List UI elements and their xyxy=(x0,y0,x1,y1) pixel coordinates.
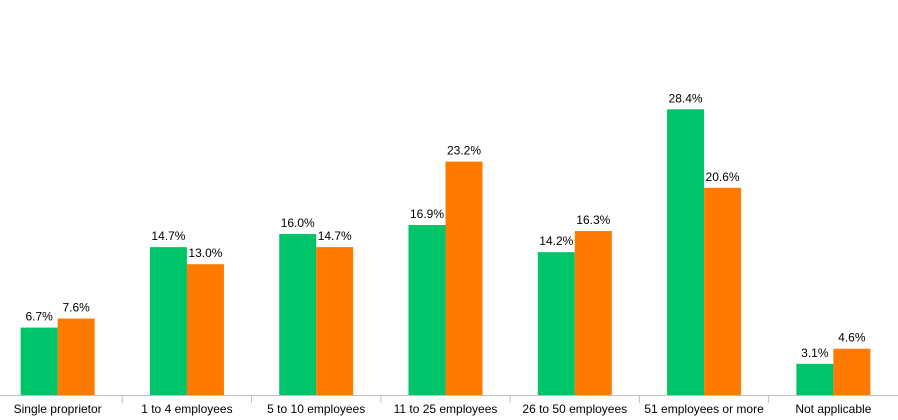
data-label-series1-0: 6.7% xyxy=(25,310,53,324)
bar-series2-3 xyxy=(445,161,483,395)
bar-series2-2 xyxy=(316,247,354,395)
x-tick-label-3: 11 to 25 employees xyxy=(394,402,498,416)
data-label-series2-2: 14.7% xyxy=(318,229,352,243)
x-tick-label-0: Single proprietor xyxy=(14,402,102,416)
bar-series2-1 xyxy=(186,264,224,395)
data-label-series1-1: 14.7% xyxy=(151,229,185,243)
bar-series1-0 xyxy=(20,327,58,395)
data-label-series2-3: 23.2% xyxy=(447,144,481,158)
bar-series1-6 xyxy=(796,363,834,395)
data-label-series2-1: 13.0% xyxy=(188,246,222,260)
bar-series1-3 xyxy=(408,224,446,395)
data-label-series1-4: 14.2% xyxy=(539,234,573,248)
data-label-series2-5: 20.6% xyxy=(706,170,740,184)
data-label-series2-4: 16.3% xyxy=(576,213,610,227)
bar-series1-4 xyxy=(537,252,575,395)
bar-series2-0 xyxy=(57,318,95,395)
data-label-series2-6: 4.6% xyxy=(838,331,866,345)
x-tick-label-1: 1 to 4 employees xyxy=(141,402,232,416)
bar-series1-1 xyxy=(149,247,187,395)
bar-series2-6 xyxy=(833,348,871,395)
data-label-series1-3: 16.9% xyxy=(410,207,444,221)
data-label-series1-6: 3.1% xyxy=(801,346,829,360)
bar-series2-5 xyxy=(704,187,742,395)
x-tick-label-2: 5 to 10 employees xyxy=(267,402,365,416)
bar-series2-4 xyxy=(574,231,612,395)
bar-series1-2 xyxy=(279,234,317,395)
bar-series1-5 xyxy=(667,109,705,396)
x-tick-label-4: 26 to 50 employees xyxy=(522,402,627,416)
data-label-series1-2: 16.0% xyxy=(281,216,315,230)
data-label-series1-5: 28.4% xyxy=(669,91,703,105)
x-tick-label-5: 51 employees or more xyxy=(644,402,764,416)
x-tick-label-6: Not applicable xyxy=(795,402,871,416)
data-label-series2-0: 7.6% xyxy=(62,301,90,315)
